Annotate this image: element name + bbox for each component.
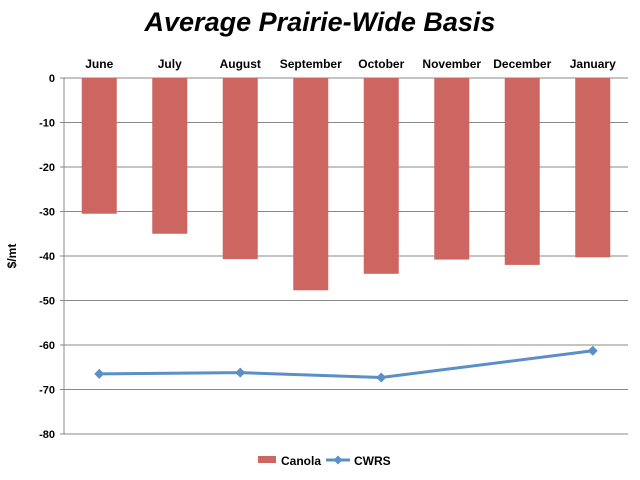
y-tick-label: -60 xyxy=(39,340,55,352)
y-tick-label: -70 xyxy=(39,385,55,397)
bar-canola-july xyxy=(152,78,188,234)
cwrs-point-june xyxy=(94,368,105,379)
bar-canola-august xyxy=(222,78,258,260)
y-tick-label: -50 xyxy=(39,296,55,308)
y-tick-label: -20 xyxy=(39,162,55,174)
chart-title: Average Prairie-Wide Basis xyxy=(144,7,496,37)
category-label: January xyxy=(570,57,616,71)
gridlines xyxy=(60,77,628,435)
category-label: November xyxy=(422,57,481,71)
bar-canola-june xyxy=(81,78,117,214)
category-label: December xyxy=(493,57,551,71)
canola-bars xyxy=(81,78,611,291)
cwrs-line xyxy=(94,345,598,383)
y-tick-label: -40 xyxy=(39,251,55,263)
y-tick-labels: 0 -10 -20 -30 -40 -50 -60 -70 -80 xyxy=(39,73,55,441)
y-tick-label: 0 xyxy=(49,73,55,85)
bar-canola-november xyxy=(434,78,470,260)
legend-marker-cwrs xyxy=(333,455,343,465)
bar-canola-september xyxy=(293,78,329,291)
cwrs-series-line xyxy=(99,349,593,379)
legend-swatch-canola xyxy=(258,456,276,463)
cwrs-point-january xyxy=(587,345,598,356)
bar-canola-january xyxy=(575,78,611,258)
category-label: October xyxy=(358,57,404,71)
category-label: June xyxy=(85,57,113,71)
legend: Canola CWRS xyxy=(258,454,391,468)
category-label: July xyxy=(158,57,182,71)
cwrs-point-august xyxy=(235,367,246,378)
bar-canola-december xyxy=(504,78,540,265)
category-labels: June July August September October November De… xyxy=(85,57,616,71)
category-label: September xyxy=(280,57,342,71)
y-tick-label: -30 xyxy=(39,207,55,219)
category-label: August xyxy=(220,57,261,71)
y-tick-label: -10 xyxy=(39,118,55,130)
legend-label-canola: Canola xyxy=(281,454,321,468)
y-tick-label: -80 xyxy=(39,429,55,441)
legend-label-cwrs: CWRS xyxy=(354,454,391,468)
y-axis-label: $/mt xyxy=(5,244,19,269)
bar-canola-october xyxy=(363,78,399,274)
cwrs-point-october xyxy=(376,372,387,383)
